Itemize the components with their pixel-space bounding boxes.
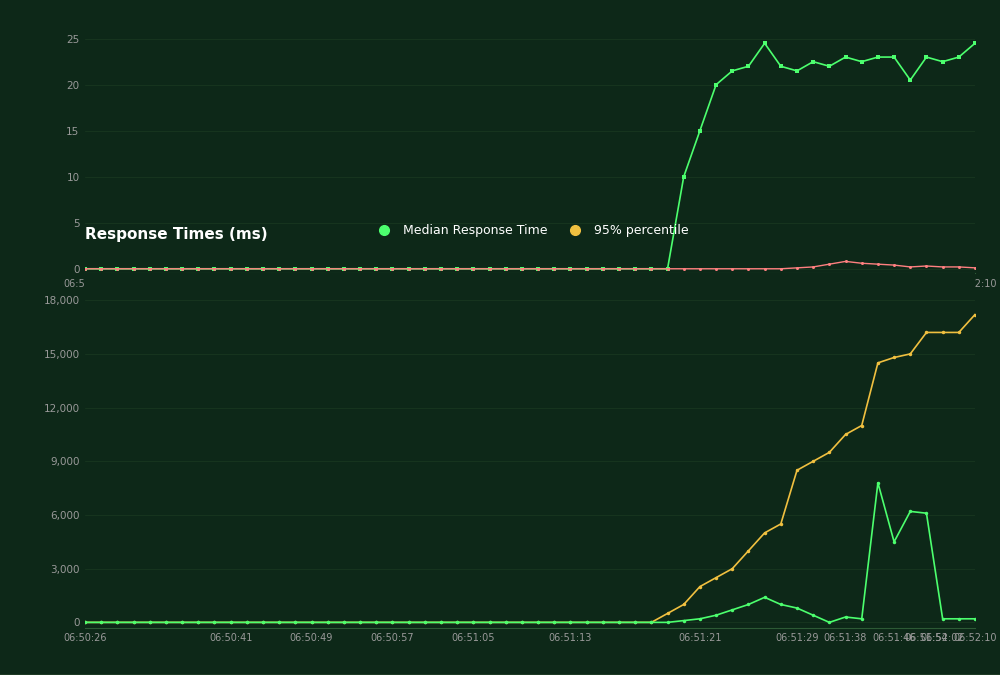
Legend: Median Response Time, 95% percentile: Median Response Time, 95% percentile xyxy=(367,219,693,242)
Text: Response Times (ms): Response Times (ms) xyxy=(85,227,268,242)
